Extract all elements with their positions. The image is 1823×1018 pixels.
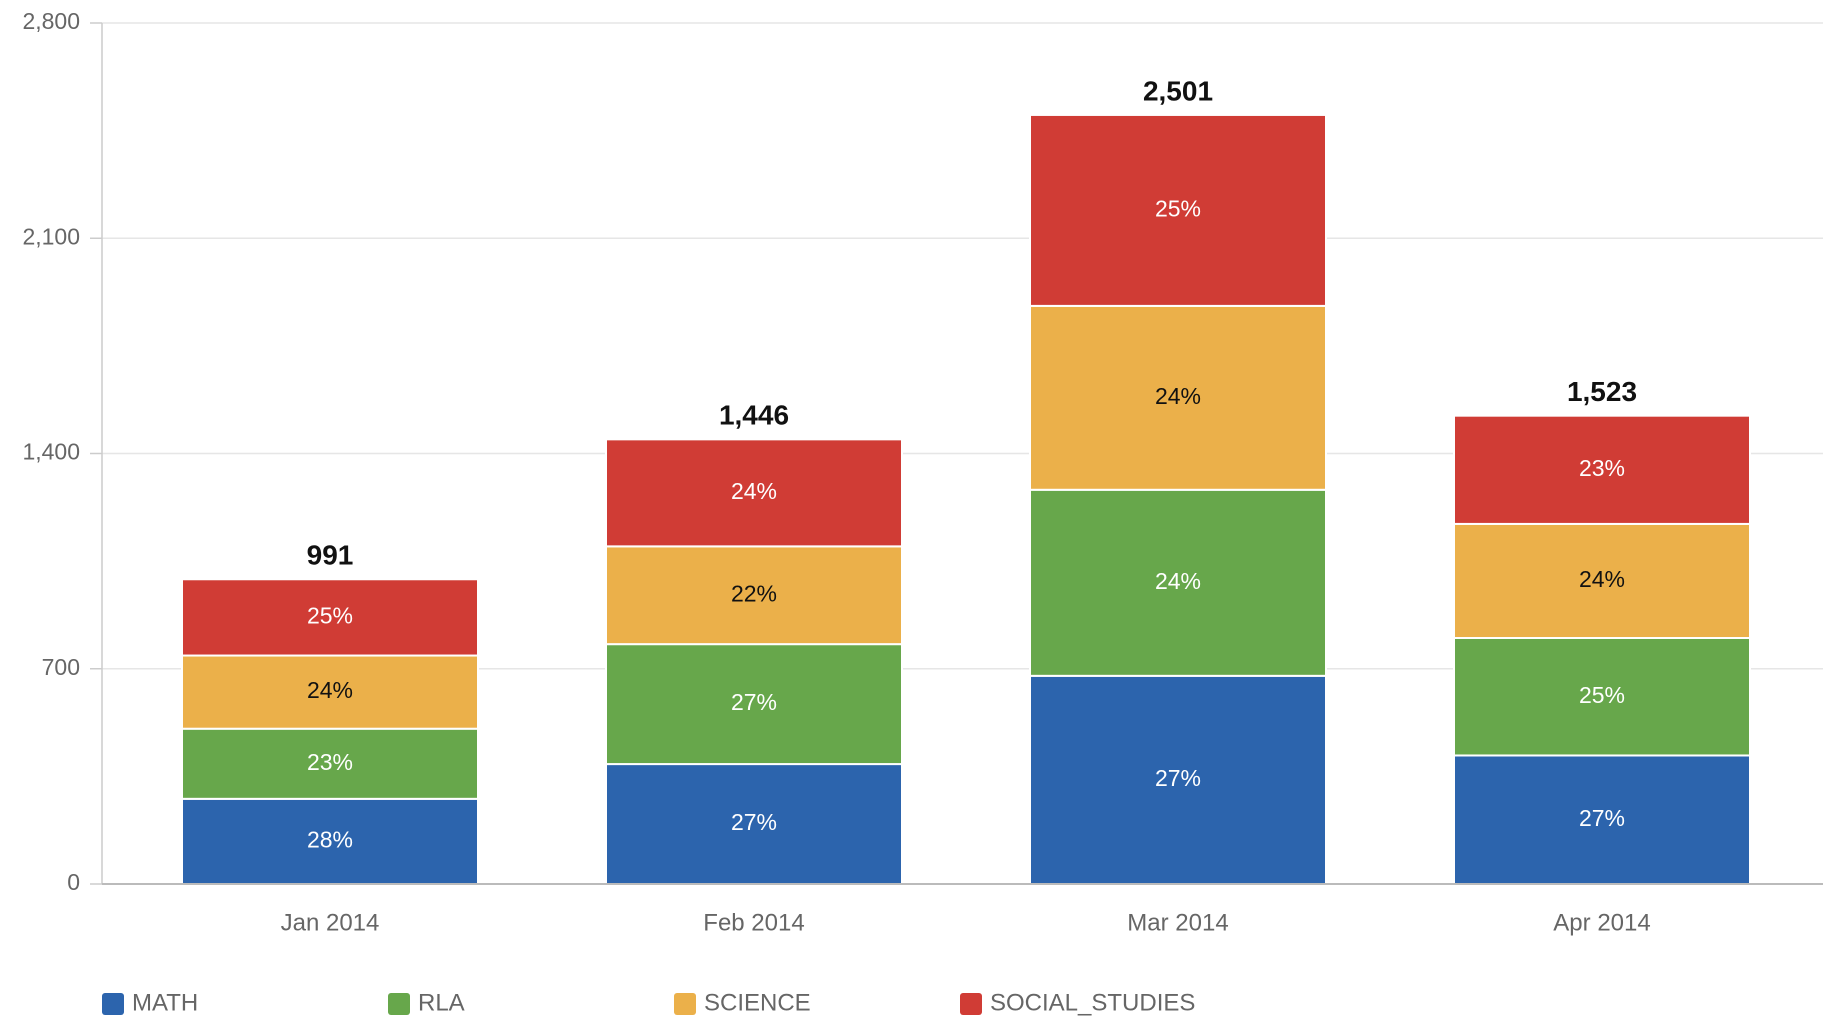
segment-label: 27% [731,689,777,715]
legend-swatch [388,993,410,1015]
bar-segment [1029,674,1327,886]
bar-segment [605,438,903,548]
legend-swatch [102,993,124,1015]
total-label: 2,501 [1143,75,1213,106]
segment-label: 24% [307,677,353,703]
segment-label: 23% [1579,455,1625,481]
legend-label: SCIENCE [704,989,811,1016]
bar-segment [1029,113,1327,307]
legend-label: MATH [132,989,198,1016]
x-tick-label: Mar 2014 [1127,909,1228,936]
y-tick-label: 0 [67,869,80,895]
x-tick-label: Jan 2014 [281,909,380,936]
total-label: 991 [307,540,354,571]
y-tick-label: 700 [42,654,80,680]
legend-label: RLA [418,989,465,1016]
segment-label: 27% [1155,765,1201,791]
segment-label: 25% [307,602,353,628]
segment-label: 24% [731,478,777,504]
legend-swatch [674,993,696,1015]
segment-label: 24% [1579,566,1625,592]
bar-segment [605,763,903,886]
y-tick-label: 2,100 [22,223,80,249]
bar-segment [1453,522,1751,639]
segment-label: 24% [1155,383,1201,409]
segment-label: 23% [307,749,353,775]
total-label: 1,523 [1567,376,1637,407]
legend-swatch [960,993,982,1015]
bar-segment [181,727,479,800]
bar-segment [1029,488,1327,677]
segment-label: 25% [1155,195,1201,221]
y-tick-label: 1,400 [22,439,80,465]
y-tick-label: 2,800 [22,8,80,34]
segment-label: 27% [731,809,777,835]
legend-label: SOCIAL_STUDIES [990,989,1195,1016]
bar-segment [181,797,479,886]
bar-segment [1453,754,1751,886]
total-label: 1,446 [719,400,789,431]
segment-label: 25% [1579,682,1625,708]
bar-segment [181,654,479,730]
segment-label: 28% [307,826,353,852]
x-tick-label: Feb 2014 [703,909,804,936]
bar-segment [1453,414,1751,525]
bar-segment [181,578,479,657]
segment-label: 22% [731,580,777,606]
segment-label: 24% [1155,568,1201,594]
segment-label: 27% [1579,805,1625,831]
bar-segment [1029,304,1327,491]
x-tick-label: Apr 2014 [1553,909,1650,936]
